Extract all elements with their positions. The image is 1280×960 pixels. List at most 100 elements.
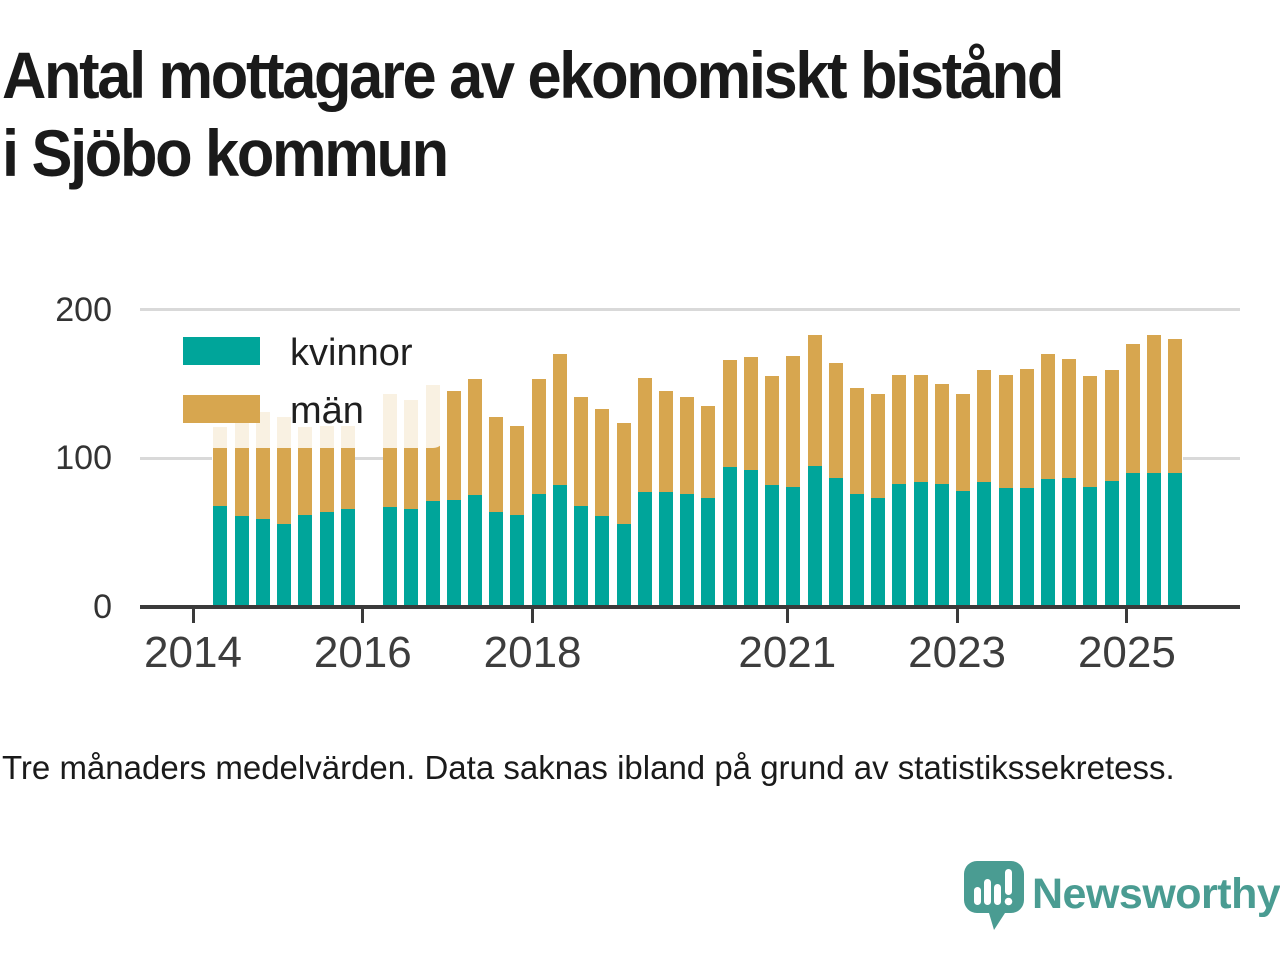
- bar-man-2024-q3: [1083, 376, 1098, 487]
- bar-kvinnor-2016-q4: [425, 501, 440, 607]
- x-axis-label-2025: 2025: [1077, 628, 1176, 677]
- x-tick-2025: [1125, 609, 1129, 623]
- newsworthy-speech-bubble-barchart-icon: [964, 861, 1024, 930]
- bar-man-2020-q4: [765, 376, 780, 486]
- chart-title: Antal mottagare av ekonomiskt bistånd i …: [2, 36, 1189, 192]
- bar-man-2015-q2: [298, 427, 313, 515]
- bar-man-2021-q2: [807, 334, 822, 466]
- bar-kvinnor-2018-q1: [531, 493, 546, 607]
- x-axis-label-2021: 2021: [738, 628, 837, 677]
- bar-kvinnor-2022-q2: [892, 483, 907, 607]
- bar-man-2025-q2: [1147, 334, 1162, 474]
- x-tick-2014: [191, 609, 195, 623]
- bar-kvinnor-2020-q1: [701, 498, 716, 607]
- bar-kvinnor-2019-q1: [616, 523, 631, 607]
- bar-man-2020-q3: [743, 357, 758, 471]
- bar-kvinnor-2014-q3: [234, 516, 249, 607]
- legend-swatch-man: [183, 395, 260, 423]
- bar-kvinnor-2019-q4: [680, 493, 695, 607]
- bar-man-2021-q4: [850, 388, 864, 494]
- bar-kvinnor-2025-q3: [1168, 473, 1183, 607]
- bar-man-2021-q3: [828, 363, 843, 478]
- bar-man-2018-q1: [531, 379, 546, 494]
- bar-kvinnor-2015-q3: [319, 511, 334, 607]
- legend-label-man: män: [290, 390, 364, 432]
- bar-kvinnor-2017-q2: [468, 495, 483, 607]
- bar-kvinnor-2015-q1: [277, 523, 292, 607]
- x-axis-label-2014: 2014: [144, 628, 242, 677]
- bar-kvinnor-2015-q2: [298, 514, 313, 607]
- gridline-200: [140, 308, 1240, 311]
- bar-kvinnor-2024-q4: [1104, 480, 1119, 607]
- x-tick-2021: [785, 609, 789, 623]
- bar-kvinnor-2023-q2: [977, 482, 992, 607]
- bar-kvinnor-2014-q4: [255, 519, 270, 607]
- bar-kvinnor-2023-q3: [998, 488, 1013, 607]
- bar-man-2018-q2: [552, 354, 567, 486]
- brand-name: Newsworthy: [1032, 870, 1280, 918]
- bar-kvinnor-2022-q1: [871, 498, 886, 607]
- bar-kvinnor-2017-q4: [510, 514, 525, 607]
- bar-kvinnor-2020-q2: [722, 467, 737, 607]
- x-axis-line: [140, 605, 1240, 609]
- bar-man-2017-q3: [489, 416, 504, 512]
- gridline-100: [140, 456, 212, 460]
- bar-man-2019-q4: [680, 397, 695, 494]
- bar-man-2024-q2: [1062, 358, 1077, 478]
- bar-man-2019-q1: [616, 422, 631, 524]
- bar-kvinnor-2018-q2: [552, 485, 567, 607]
- bar-kvinnor-2024-q1: [1040, 479, 1055, 607]
- bar-kvinnor-2020-q4: [765, 485, 780, 607]
- x-tick-2016: [361, 609, 365, 623]
- bar-man-2022-q4: [934, 383, 949, 484]
- bar-man-2023-q1: [956, 394, 971, 491]
- bar-kvinnor-2014-q2: [213, 505, 228, 607]
- legend-label-kvinnor: kvinnor: [290, 332, 413, 374]
- bar-man-2018-q3: [574, 397, 589, 506]
- x-tick-2023: [955, 609, 959, 623]
- gridline-100: [355, 456, 383, 460]
- brand-logo: Newsworthy: [960, 856, 1280, 936]
- stacked-bar-chart: 0 100 200 2014 2016 2018 2021 2023 2025 kvinnor…: [55, 292, 1240, 677]
- bar-kvinnor-2021-q1: [786, 486, 801, 607]
- bar-kvinnor-2021-q3: [828, 477, 843, 607]
- x-axis-label-2023: 2023: [908, 628, 1007, 677]
- footnote: Tre månaders medelvärden. Data saknas ib…: [2, 749, 1175, 786]
- bar-kvinnor-2022-q3: [913, 482, 928, 607]
- bar-kvinnor-2025-q1: [1125, 473, 1140, 607]
- bar-kvinnor-2016-q2: [383, 507, 398, 607]
- bar-man-2020-q1: [701, 406, 716, 499]
- bar-kvinnor-2017-q1: [446, 499, 461, 607]
- y-axis-label-0: 0: [93, 588, 112, 626]
- bar-kvinnor-2025-q2: [1147, 473, 1162, 607]
- bar-man-2023-q2: [977, 370, 992, 483]
- x-axis-label-2018: 2018: [483, 628, 582, 677]
- bar-man-2024-q1: [1040, 354, 1055, 480]
- bar-man-2025-q3: [1168, 339, 1183, 474]
- y-axis-label-100: 100: [55, 439, 112, 478]
- chart-title-line1: Antal mottagare av ekonomiskt bistånd: [2, 38, 1064, 112]
- bar-kvinnor-2021-q4: [850, 493, 864, 607]
- bar-kvinnor-2022-q4: [934, 483, 949, 607]
- bar-kvinnor-2020-q3: [743, 470, 758, 607]
- x-axis-label-2016: 2016: [313, 628, 412, 677]
- x-tick-2018: [531, 609, 535, 623]
- bar-kvinnor-2018-q4: [595, 516, 610, 607]
- bar-man-2017-q2: [468, 379, 483, 496]
- bar-man-2017-q1: [446, 391, 461, 500]
- bar-man-2023-q4: [1019, 369, 1034, 488]
- chart-title-line2: i Sjöbo kommun: [2, 116, 449, 190]
- bar-kvinnor-2019-q3: [659, 492, 674, 607]
- bar-man-2020-q2: [722, 360, 737, 468]
- bar-kvinnor-2015-q4: [340, 508, 355, 607]
- bar-kvinnor-2023-q1: [956, 490, 971, 607]
- bar-kvinnor-2024-q2: [1062, 477, 1077, 607]
- bar-man-2022-q3: [913, 374, 928, 483]
- bar-man-2019-q2: [637, 377, 652, 493]
- legend-swatch-kvinnor: [183, 337, 260, 365]
- bar-man-2022-q1: [871, 394, 886, 499]
- bar-kvinnor-2023-q4: [1019, 488, 1034, 607]
- bar-man-2019-q3: [659, 391, 674, 493]
- bar-man-2023-q3: [998, 374, 1013, 488]
